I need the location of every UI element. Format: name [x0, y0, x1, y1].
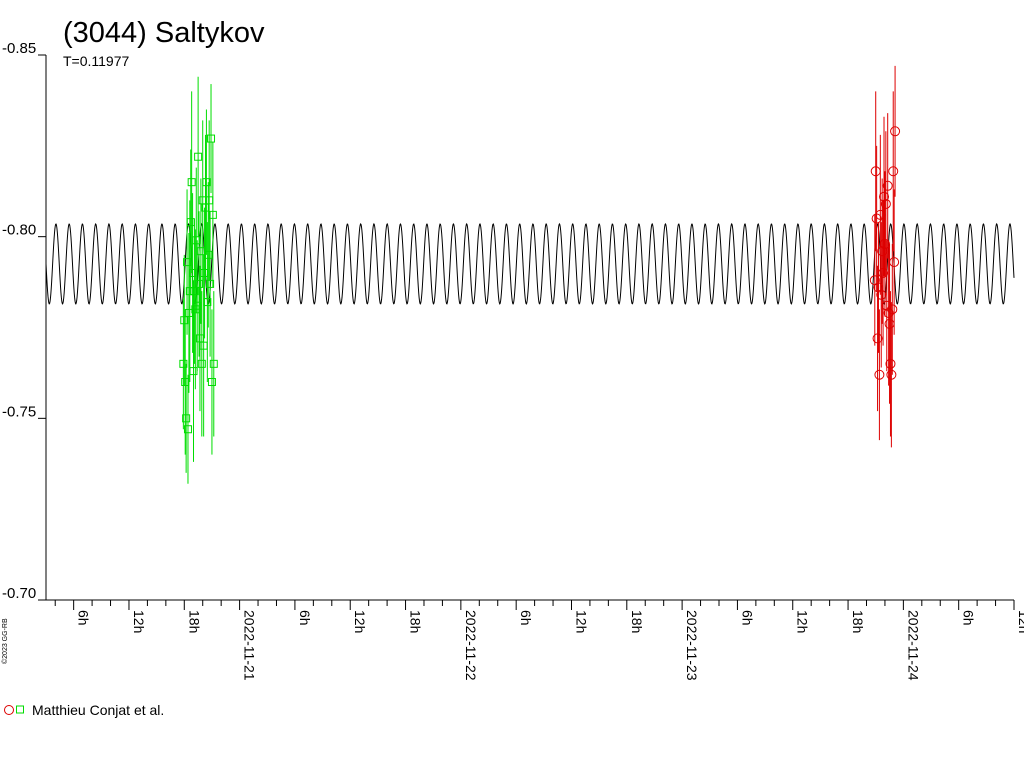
red-point — [876, 289, 887, 300]
green-point — [194, 152, 203, 161]
x-tick-label: 12h — [1016, 610, 1024, 633]
y-tick-label: -0.80 — [2, 222, 36, 239]
red-point — [878, 268, 889, 278]
green-point — [202, 178, 211, 187]
green-point — [208, 210, 217, 219]
x-tick-label: 12h — [131, 610, 147, 633]
red-point — [888, 166, 899, 177]
x-tick-label: 6h — [739, 610, 755, 626]
red-point — [885, 358, 896, 369]
legend: Matthieu Conjat et al. — [4, 702, 164, 718]
red-point — [871, 213, 882, 224]
red-point — [890, 126, 901, 137]
red-point — [874, 369, 885, 380]
green-point — [195, 279, 204, 288]
x-tick-label: 18h — [629, 610, 645, 633]
red-point — [872, 333, 883, 344]
green-point — [206, 279, 215, 288]
green-point — [182, 414, 191, 423]
legend-label: Matthieu Conjat et al. — [32, 702, 164, 718]
y-tick-label: -0.75 — [2, 403, 36, 420]
green-point — [207, 378, 216, 386]
x-tick-label: 12h — [573, 610, 589, 633]
green-point — [180, 316, 189, 325]
x-tick-label: 6h — [961, 610, 977, 626]
red-point — [886, 369, 897, 380]
x-axis: 6h 12h 18h 2022-11-21 6h 12h 18h 2022-11-22 6h 12… — [54, 600, 1024, 681]
chart-title: (3044) Saltykov — [63, 17, 265, 49]
green-point — [187, 178, 196, 187]
red-point — [879, 191, 890, 202]
green-point — [203, 298, 212, 307]
green-point — [197, 359, 206, 368]
green-point — [192, 236, 201, 245]
x-tick-label: 18h — [186, 610, 202, 633]
series-green — [179, 76, 218, 484]
green-point — [204, 250, 213, 259]
x-tick-label: 12h — [352, 610, 368, 633]
x-tick-label: 12h — [795, 610, 811, 633]
x-tick-label: 2022-11-24 — [905, 610, 921, 681]
credit-text: ©2023 GG-RB — [1, 618, 9, 664]
x-tick-label: 2022-11-22 — [463, 610, 479, 681]
y-tick-label: -0.70 — [2, 585, 36, 602]
green-point — [207, 134, 216, 143]
green-point — [209, 359, 218, 368]
x-tick-label: 6h — [518, 610, 534, 626]
red-point — [883, 307, 894, 318]
green-point — [179, 359, 188, 368]
red-point — [882, 180, 893, 191]
x-tick-label: 6h — [297, 610, 313, 626]
green-point — [183, 425, 192, 434]
y-axis: -0.85 -0.80 -0.75 -0.70 — [2, 40, 46, 602]
x-tick-label: 2022-11-21 — [242, 610, 258, 681]
x-tick-label: 18h — [850, 610, 866, 633]
legend-square-marker — [16, 705, 24, 714]
legend-circle-marker — [4, 705, 14, 715]
red-point — [880, 198, 891, 209]
series-red — [869, 65, 901, 448]
green-point — [190, 287, 199, 296]
x-tick-label: 2022-11-23 — [684, 610, 700, 681]
red-point — [887, 304, 898, 315]
y-tick-label: -0.85 — [2, 40, 36, 57]
chart-subtitle: T=0.11977 — [63, 53, 130, 69]
x-tick-label: 18h — [408, 610, 424, 633]
x-tick-label: 6h — [76, 610, 92, 626]
red-point — [889, 257, 900, 268]
